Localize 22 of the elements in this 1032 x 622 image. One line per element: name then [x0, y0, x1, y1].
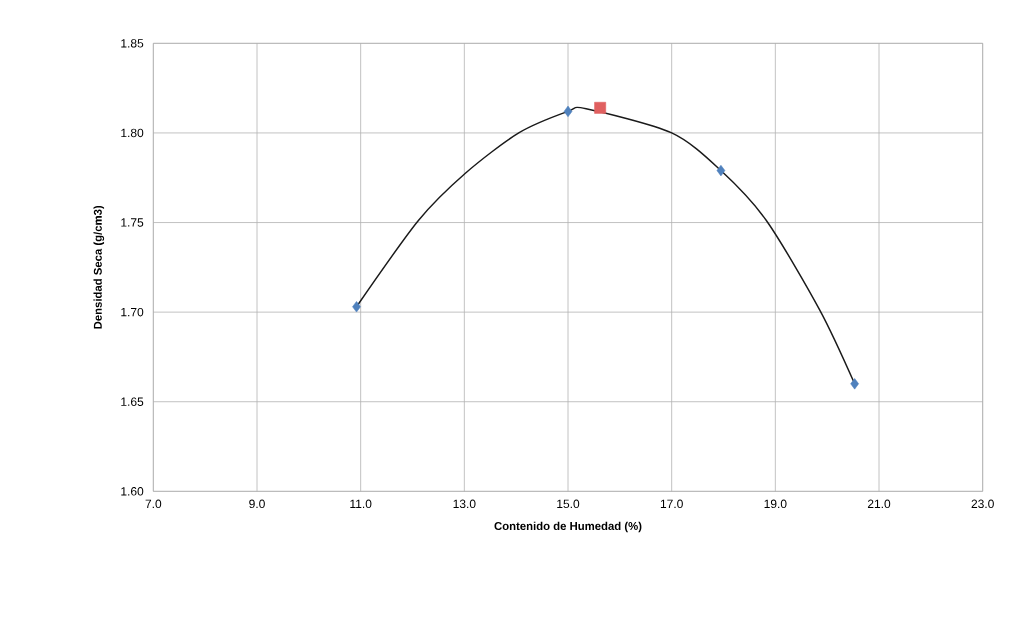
y-tick-label: 1.65: [121, 397, 144, 406]
point: [850, 378, 859, 390]
x-tick-label: 9.0: [249, 499, 265, 509]
y-axis-title: Densidad Seca (g/cm3): [93, 205, 105, 329]
point: [594, 101, 607, 114]
x-tick-label: 17.0: [660, 499, 683, 509]
x-tick-label: 23.0: [971, 499, 994, 509]
x-axis-title: Contenido de Humedad (%): [494, 521, 642, 533]
y-tick-label: 1.85: [121, 39, 144, 48]
x-tick-label: 7.0: [145, 499, 162, 509]
x-tick-label: 19.0: [764, 499, 787, 509]
point: [352, 301, 361, 313]
point: [716, 164, 726, 177]
y-tick-label: 1.80: [121, 128, 144, 138]
y-tick-label: 1.70: [121, 307, 144, 317]
x-tick-label: 11.0: [350, 499, 372, 509]
point: [563, 105, 573, 118]
x-tick-label: 21.0: [867, 499, 891, 509]
x-tick-label: 15.0: [557, 499, 580, 509]
y-tick-label: 1.60: [121, 487, 144, 496]
x-tick-label: 13.0: [453, 499, 476, 509]
y-tick-label: 1.75: [121, 218, 144, 227]
